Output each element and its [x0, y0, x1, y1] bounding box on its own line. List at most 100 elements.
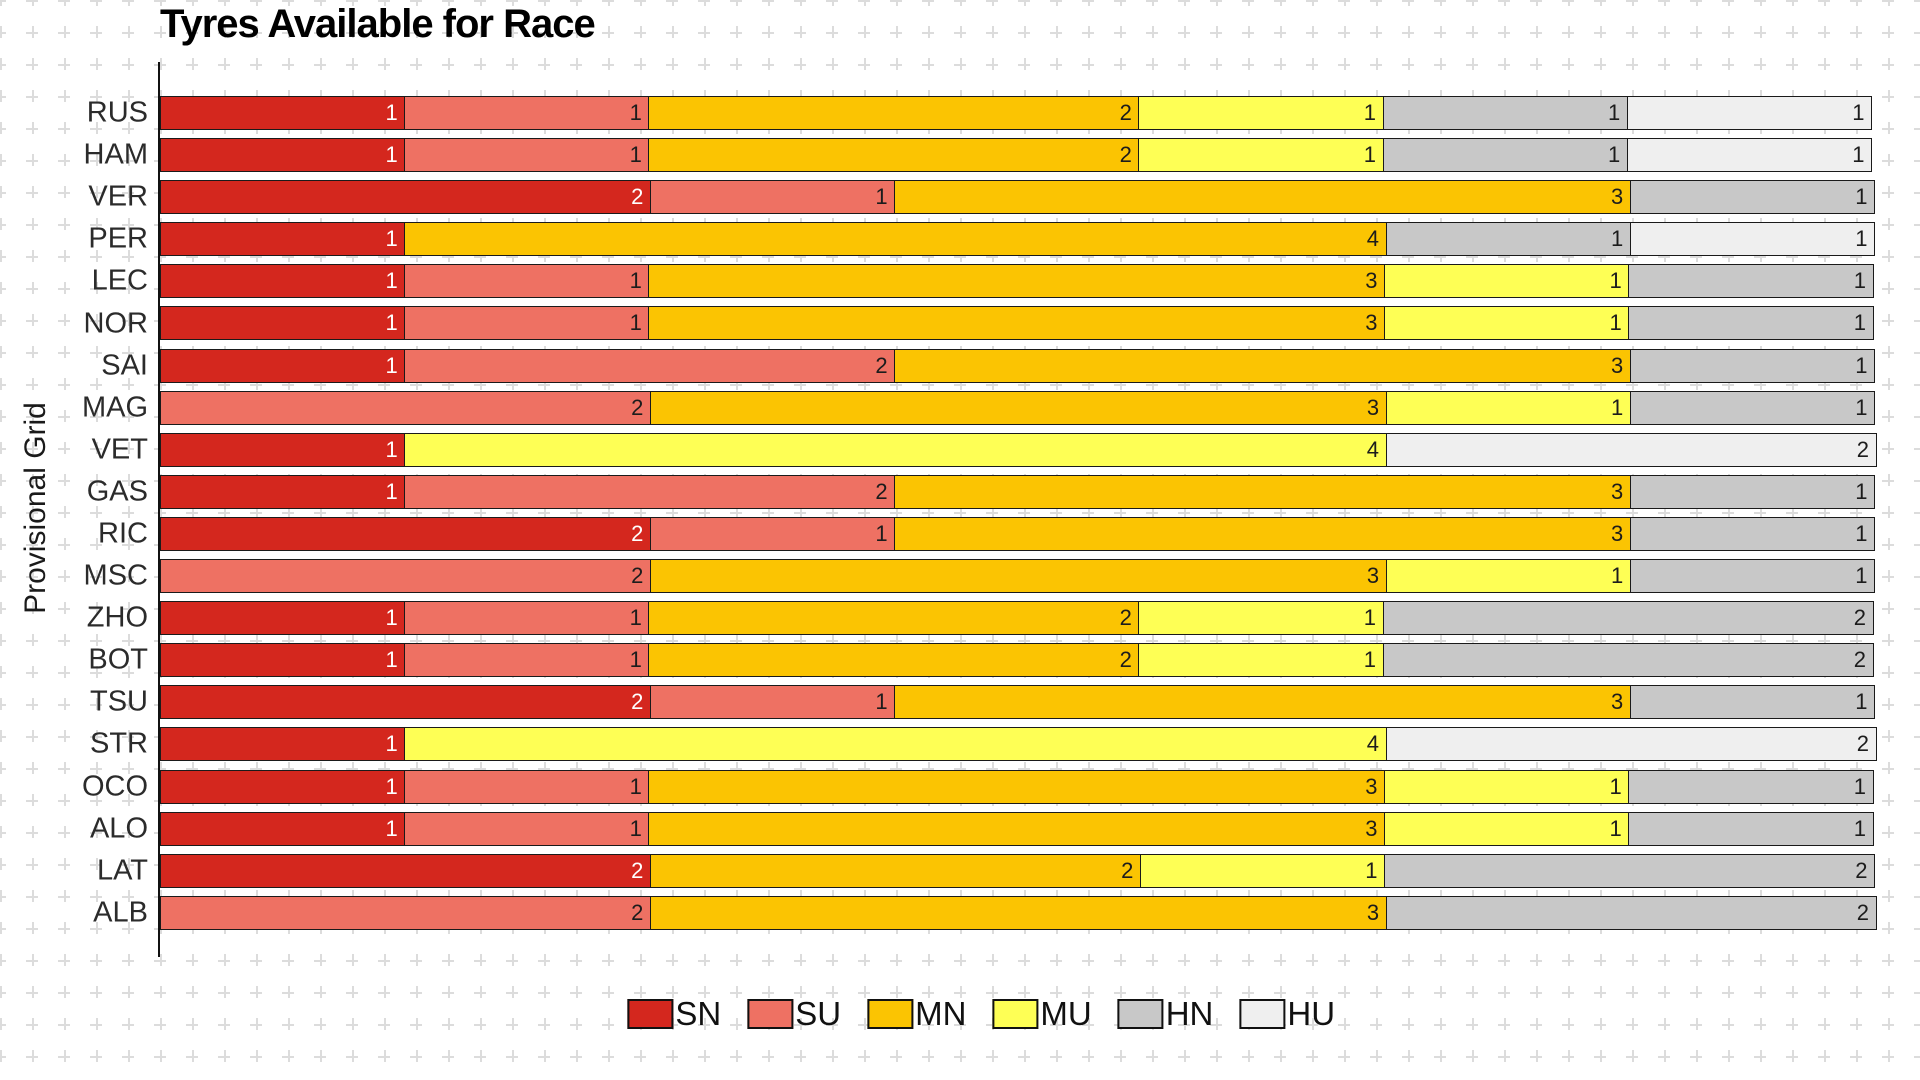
category-label: STR	[90, 727, 148, 760]
legend-item-su: SU	[747, 995, 841, 1033]
category-label: RIC	[98, 517, 148, 550]
legend-swatch-su	[747, 999, 794, 1029]
bar-segment-su: 2	[160, 390, 652, 425]
bar-segment-su: 1	[404, 96, 650, 130]
bar-segment-sn: 2	[160, 853, 652, 888]
legend-label: SU	[795, 995, 842, 1032]
bar-segment-mn: 3	[894, 685, 1632, 720]
bar-segment-mn: 3	[649, 895, 1388, 930]
bar-segment-hu: 1	[1626, 96, 1873, 130]
bar-row: HAM 1 1 2 1 1 1	[84, 134, 1880, 176]
bar-row: ALO 1 1 3 1 1	[90, 808, 1880, 850]
bar-row: MAG 2 3 1 1	[82, 387, 1880, 429]
bar-segment-mu: 1	[1384, 264, 1630, 299]
bar-segment-hn: 1	[1628, 306, 1874, 341]
bar-segment-hu: 2	[1385, 432, 1877, 467]
legend-swatch-hn	[1117, 999, 1164, 1029]
category-label: ZHO	[86, 601, 148, 634]
category-label: NOR	[83, 307, 148, 340]
bar-segment-mn: 3	[894, 348, 1632, 383]
bar-segment-hn: 1	[1382, 138, 1629, 173]
bar-segment-hn: 2	[1384, 853, 1876, 888]
bar-segment-mn: 2	[648, 138, 1140, 173]
category-label: LAT	[96, 854, 148, 887]
bar-segment-hn: 1	[1629, 390, 1876, 425]
bar-row: MSC 2 3 1 1	[84, 555, 1880, 597]
bar-row: RIC 2 1 3 1	[98, 513, 1880, 555]
legend-swatch-sn	[627, 999, 674, 1029]
legend-swatch-mu	[992, 999, 1039, 1029]
bar-segment-mn: 3	[648, 769, 1386, 804]
bar-segment-su: 1	[404, 769, 650, 804]
bar-segment-mu: 1	[1139, 853, 1386, 888]
bar-segment-mn: 3	[894, 474, 1632, 509]
bar-segment-sn: 1	[160, 264, 406, 299]
bar-segment-su: 1	[404, 643, 650, 678]
bar-segment-sn: 1	[160, 138, 406, 173]
legend-item-mn: MN	[867, 995, 966, 1033]
bar-row: VET 1 4 2	[92, 429, 1880, 471]
bar-segment-hn: 2	[1382, 643, 1874, 678]
bar-segment-mu: 4	[404, 727, 1388, 762]
bar-segment-su: 1	[404, 306, 650, 341]
bar-segment-hn: 1	[1628, 811, 1874, 846]
bar-segment-mn: 3	[894, 516, 1632, 551]
bar-segment-hn: 1	[1629, 348, 1876, 383]
bar-segment-hn: 1	[1629, 559, 1876, 594]
bar-segment-sn: 1	[160, 96, 406, 130]
category-label: PER	[88, 222, 148, 255]
chart-title: Tyres Available for Race	[160, 2, 596, 46]
bar-row: LEC 1 1 3 1 1	[92, 260, 1880, 302]
bar-segment-sn: 1	[160, 601, 406, 636]
bar-segment-su: 1	[404, 264, 650, 299]
category-label: TSU	[90, 685, 148, 718]
bar-segment-hn: 1	[1382, 96, 1629, 130]
bar-segment-hn: 1	[1628, 264, 1874, 299]
bar-segment-su: 2	[404, 474, 896, 509]
bar-segment-mu: 1	[1384, 306, 1630, 341]
bar-segment-hn: 1	[1385, 222, 1632, 257]
plot-area: RUS 1 1 2 1 1 1 HAM 1 1 2 1 1 1 VER 2 1 3 1 PER 1 4 1 1 LEC 1 1 3 1 1…	[82, 62, 1880, 957]
category-label: VER	[88, 180, 148, 213]
bar-segment-hu: 1	[1629, 222, 1876, 257]
bar-segment-mu: 1	[1138, 601, 1385, 636]
bar-row: OCO 1 1 3 1 1	[82, 766, 1880, 808]
bar-row: PER 1 4 1 1	[88, 218, 1880, 260]
bar-segment-su: 1	[404, 138, 650, 173]
bar-segment-hu: 2	[1385, 727, 1877, 762]
category-label: GAS	[86, 475, 148, 508]
bar-segment-su: 1	[649, 516, 896, 551]
legend-item-hn: HN	[1117, 995, 1213, 1033]
bar-segment-mn: 3	[649, 559, 1388, 594]
category-label: LEC	[91, 264, 148, 297]
bar-segment-su: 2	[160, 895, 652, 930]
bar-segment-sn: 1	[160, 432, 406, 467]
bar-segment-su: 1	[404, 811, 650, 846]
y-axis-title: Provisional Grid	[19, 402, 52, 614]
bar-segment-sn: 1	[160, 769, 406, 804]
bar-segment-sn: 1	[160, 811, 406, 846]
bar-segment-sn: 1	[160, 306, 406, 341]
bar-segment-sn: 1	[160, 348, 406, 383]
category-label: ALB	[93, 896, 148, 929]
bar-segment-sn: 2	[160, 685, 652, 720]
bar-segment-mu: 1	[1385, 559, 1632, 594]
category-label: RUS	[86, 96, 148, 129]
bar-row: NOR 1 1 3 1 1	[84, 302, 1880, 344]
bar-segment-mn: 2	[648, 96, 1140, 130]
bar-segment-mn: 3	[648, 811, 1386, 846]
bar-segment-mu: 1	[1138, 643, 1385, 678]
